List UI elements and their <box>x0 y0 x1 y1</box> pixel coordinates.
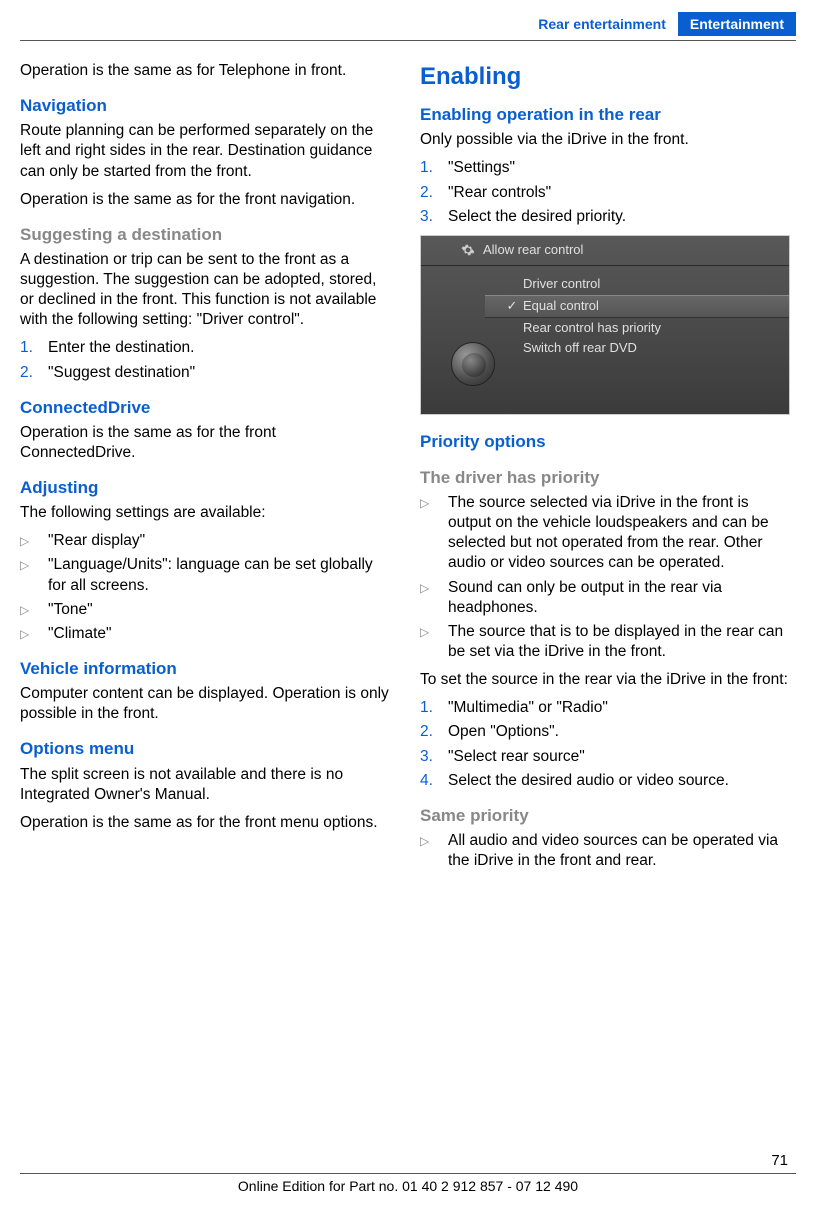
gear-icon <box>461 243 475 257</box>
ordered-list: 1.Enter the destination. 2."Suggest dest… <box>20 338 390 382</box>
bullet-list: The source selected via iDrive in the fr… <box>420 493 790 662</box>
body-text: Route planning can be performed separate… <box>20 121 390 181</box>
left-column: Operation is the same as for Telephone i… <box>20 61 390 879</box>
screenshot-header: Allow rear control <box>421 236 789 266</box>
heading-adjusting: Adjusting <box>20 477 390 499</box>
list-item: "Rear display" <box>20 531 390 551</box>
ordered-list: 1."Multimedia" or "Radio" 2.Open "Option… <box>420 698 790 791</box>
body-text: Operation is the same as for the front n… <box>20 190 390 210</box>
body-text: Operation is the same as for the front m… <box>20 813 390 833</box>
idrive-knob-icon <box>451 342 495 386</box>
ordered-list: 1."Settings" 2."Rear controls" 3.Select … <box>420 158 790 226</box>
heading-driver-priority: The driver has priority <box>420 467 790 489</box>
header-tabs: Rear entertainment Entertainment <box>0 0 816 36</box>
idrive-screenshot: Allow rear control Driver control ✓Equal… <box>420 235 790 415</box>
list-item: "Tone" <box>20 600 390 620</box>
list-item: "Climate" <box>20 624 390 644</box>
screenshot-row: Driver control <box>505 274 789 295</box>
heading-connecteddrive: ConnectedDrive <box>20 397 390 419</box>
list-item: 3.Select the desired priority. <box>420 207 790 227</box>
footer: 71 Online Edition for Part no. 01 40 2 9… <box>0 1152 816 1194</box>
divider-bottom <box>20 1173 796 1174</box>
body-text: Operation is the same as for Telephone i… <box>20 61 390 81</box>
tab-entertainment: Entertainment <box>678 12 796 36</box>
heading-suggesting: Suggesting a destination <box>20 224 390 246</box>
screenshot-title: Allow rear control <box>483 242 583 259</box>
list-item: All audio and video sources can be opera… <box>420 831 790 871</box>
screenshot-row-selected: ✓Equal control <box>485 295 789 318</box>
body-text: The split screen is not available and th… <box>20 765 390 805</box>
heading-same-priority: Same priority <box>420 805 790 827</box>
heading-navigation: Navigation <box>20 95 390 117</box>
heading-priority-options: Priority options <box>420 431 790 453</box>
right-column: Enabling Enabling operation in the rear … <box>420 61 790 879</box>
list-item: 2."Suggest destination" <box>20 363 390 383</box>
bullet-list: All audio and video sources can be opera… <box>420 831 790 871</box>
list-item: Sound can only be output in the rear via… <box>420 578 790 618</box>
page-number: 71 <box>0 1152 816 1169</box>
list-item: 1."Multimedia" or "Radio" <box>420 698 790 718</box>
body-text: Only possible via the iDrive in the fron… <box>420 130 790 150</box>
body-text: Operation is the same as for the front C… <box>20 423 390 463</box>
list-item: "Language/Units": language can be set gl… <box>20 555 390 595</box>
list-item: 1.Enter the destination. <box>20 338 390 358</box>
list-item: 2.Open "Options". <box>420 722 790 742</box>
body-text: The following settings are available: <box>20 503 390 523</box>
screenshot-row: Rear control has priority <box>505 318 789 339</box>
bullet-list: "Rear display" "Language/Units": languag… <box>20 531 390 644</box>
content-columns: Operation is the same as for Telephone i… <box>0 41 816 879</box>
list-item: 4.Select the desired audio or video sour… <box>420 771 790 791</box>
list-item: 1."Settings" <box>420 158 790 178</box>
list-item: 2."Rear controls" <box>420 183 790 203</box>
heading-enabling: Enabling <box>420 61 790 92</box>
check-icon: ✓ <box>505 298 519 315</box>
list-item: The source selected via iDrive in the fr… <box>420 493 790 574</box>
list-item: 3."Select rear source" <box>420 747 790 767</box>
heading-enabling-rear: Enabling operation in the rear <box>420 104 790 126</box>
heading-options-menu: Options menu <box>20 738 390 760</box>
list-item: The source that is to be displayed in th… <box>420 622 790 662</box>
body-text: A destination or trip can be sent to the… <box>20 250 390 331</box>
body-text: Computer content can be displayed. Opera… <box>20 684 390 724</box>
screenshot-row: Switch off rear DVD <box>505 338 789 359</box>
footer-text: Online Edition for Part no. 01 40 2 912 … <box>0 1178 816 1194</box>
tab-rear-entertainment: Rear entertainment <box>526 12 678 36</box>
body-text: To set the source in the rear via the iD… <box>420 670 790 690</box>
heading-vehicle-info: Vehicle information <box>20 658 390 680</box>
